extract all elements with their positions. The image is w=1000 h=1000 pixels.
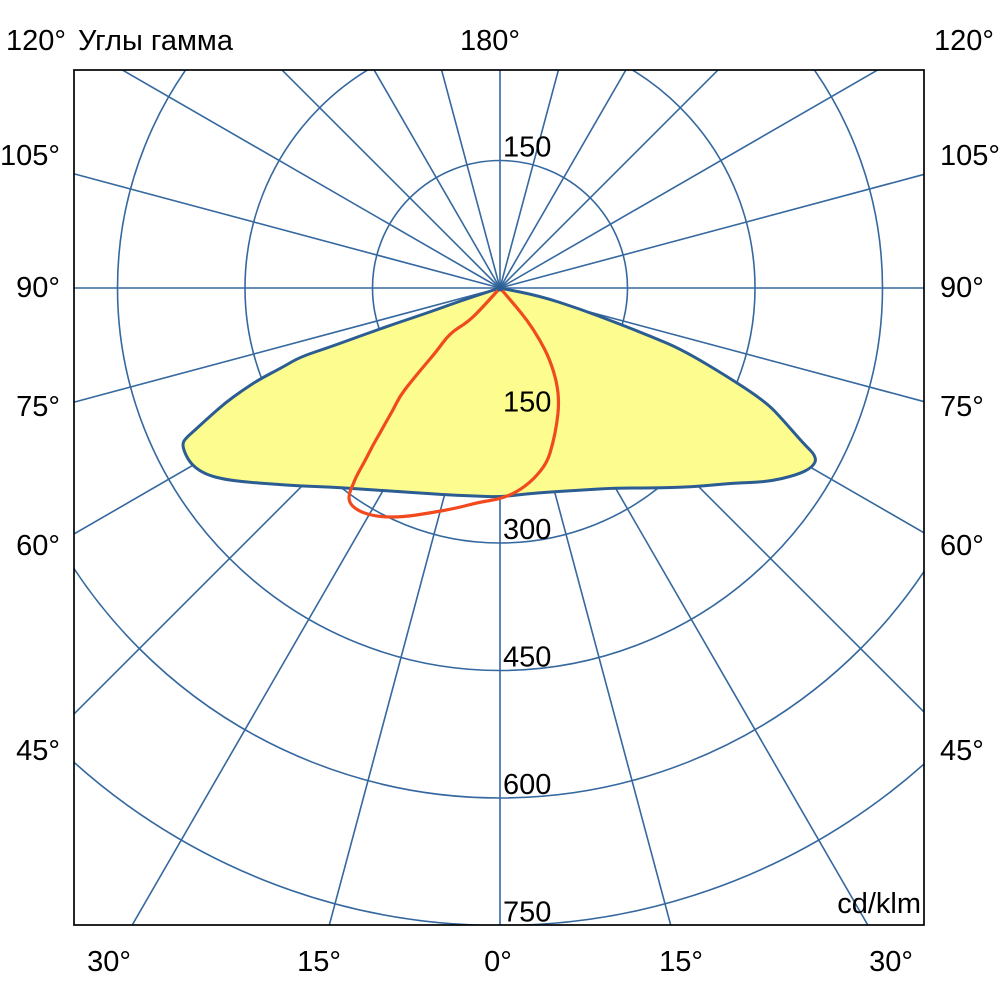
grid-ray-195	[440, 70, 501, 289]
grid-ray-15	[499, 287, 672, 925]
gamma-label-bottom-0: 30°	[87, 946, 131, 978]
radial-tick-label-450: 450	[503, 642, 551, 674]
gamma-label-bottom-3: 15°	[659, 946, 703, 978]
chart-title: Углы гамма	[78, 25, 234, 57]
gamma-label-right-60: 60°	[940, 530, 984, 562]
grid-ray-165	[499, 70, 560, 289]
gamma-label-left-90: 90°	[16, 272, 60, 304]
radial-tick-label-top-150: 150	[503, 132, 551, 164]
gamma-label-left-45: 45°	[16, 735, 60, 767]
gamma-label-top-2: 180°	[460, 25, 520, 57]
gamma-label-right-90: 90°	[940, 272, 984, 304]
grid-ray-345	[328, 287, 501, 925]
grid-ray-105	[499, 173, 924, 289]
gamma-label-bottom-1: 15°	[297, 946, 341, 978]
grid-ray-240	[120, 70, 501, 289]
grid-ray-225	[280, 70, 501, 289]
grid-ray-75	[499, 287, 924, 403]
grid-ray-285	[74, 287, 501, 403]
radial-tick-label-600: 600	[503, 769, 551, 801]
gamma-label-right-105: 105°	[940, 140, 1000, 172]
gamma-label-right-45: 45°	[940, 735, 984, 767]
radial-tick-label-300: 300	[503, 514, 551, 546]
gamma-label-left-60: 60°	[16, 530, 60, 562]
gamma-label-bottom-4: 30°	[869, 946, 913, 978]
curve-c90-c270	[347, 286, 561, 519]
gamma-label-right-75: 75°	[940, 391, 984, 423]
grid-ray-210	[373, 70, 501, 289]
radial-tick-label-750: 750	[503, 897, 551, 929]
plot-border	[73, 69, 925, 926]
gamma-label-left-75: 75°	[16, 391, 60, 423]
gamma-label-top-3: 120°	[934, 25, 994, 57]
grid-ray-255	[74, 173, 501, 289]
curve-c0-c180	[181, 286, 817, 499]
unit-label: cd/klm	[837, 888, 921, 920]
pole-point	[496, 284, 504, 292]
gamma-label-bottom-2: 0°	[484, 946, 512, 978]
gamma-label-top-0: 120°	[6, 25, 66, 57]
radial-tick-label-150: 150	[503, 387, 551, 419]
grid-ray-120	[499, 70, 880, 289]
grid-ray-135	[499, 70, 720, 289]
gamma-label-left-105: 105°	[0, 140, 60, 172]
grid-ray-150	[499, 70, 627, 289]
